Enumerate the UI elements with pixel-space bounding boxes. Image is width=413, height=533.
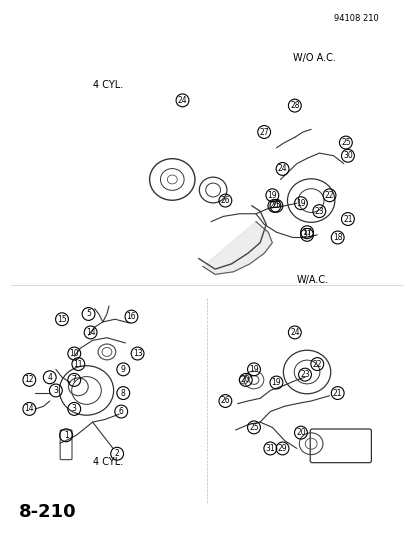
Text: 31: 31 [265,444,275,453]
Text: 20: 20 [240,375,250,384]
Text: 17: 17 [301,228,311,237]
Text: 14: 14 [85,328,95,337]
Text: 22: 22 [312,360,321,369]
Text: 25: 25 [271,201,280,211]
Text: 24: 24 [277,164,287,173]
Text: 11: 11 [74,360,83,369]
Text: 7: 7 [71,375,76,384]
Text: 19: 19 [271,378,280,387]
Text: 27: 27 [259,127,268,136]
Text: 8: 8 [121,389,125,398]
Text: 6: 6 [119,407,123,416]
Text: 9: 9 [121,365,126,374]
Text: 5: 5 [86,310,91,319]
Text: 23: 23 [314,207,323,216]
Text: 18: 18 [332,233,342,242]
Polygon shape [202,222,272,274]
Text: 3: 3 [71,405,76,414]
Text: 26: 26 [220,196,230,205]
Text: 13: 13 [133,349,142,358]
Text: 19: 19 [267,191,276,200]
Text: 20: 20 [269,201,278,211]
Text: 31: 31 [301,230,311,239]
Text: 25: 25 [340,138,350,147]
Text: 2: 2 [114,449,119,458]
Text: 29: 29 [277,444,287,453]
Text: 94108 210: 94108 210 [333,14,377,23]
Text: 24: 24 [177,96,187,105]
Text: 19: 19 [295,199,305,208]
Text: 14: 14 [24,405,34,414]
Text: 8-210: 8-210 [19,503,76,521]
Text: 10: 10 [69,349,79,358]
Text: 12: 12 [24,375,34,384]
Text: W/O A.C.: W/O A.C. [292,53,335,63]
Text: 25: 25 [249,423,258,432]
Text: 28: 28 [290,101,299,110]
Text: 24: 24 [289,328,299,337]
Text: 23: 23 [299,370,309,379]
Text: 3: 3 [53,386,58,395]
Text: 4 CYL.: 4 CYL. [93,80,123,90]
Text: 20: 20 [295,428,305,437]
Text: 16: 16 [126,312,136,321]
Text: 19: 19 [249,365,258,374]
Text: 4: 4 [47,373,52,382]
Text: 26: 26 [220,397,230,406]
Text: 15: 15 [57,315,66,324]
Text: 21: 21 [342,214,352,223]
Text: 22: 22 [324,191,333,200]
Text: 4 CYL.: 4 CYL. [93,457,123,467]
Text: 1: 1 [64,431,68,440]
Text: W/A.C.: W/A.C. [296,275,328,285]
Text: 21: 21 [332,389,342,398]
Text: 30: 30 [342,151,352,160]
